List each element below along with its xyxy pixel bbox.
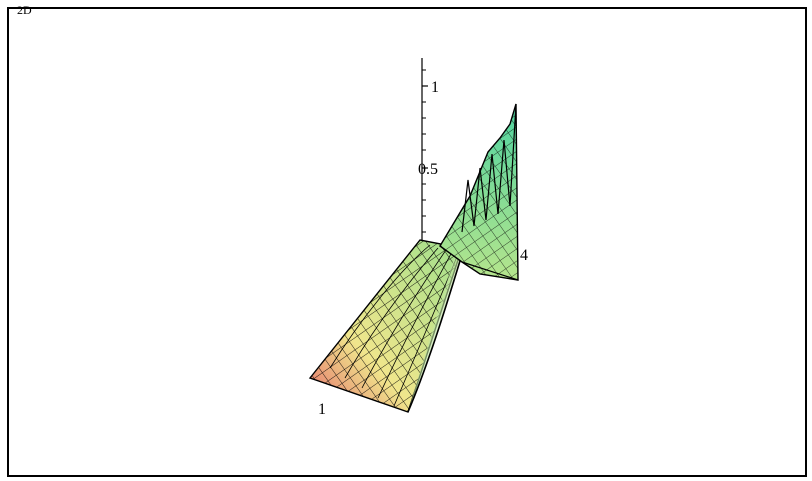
z-tick-label-1: 1 xyxy=(431,79,439,96)
axis-end-label-right: 4 xyxy=(520,247,528,264)
axis-end-label-left: 1 xyxy=(318,401,326,418)
corner-label: 2D xyxy=(17,3,32,17)
surface-left-slab xyxy=(308,239,463,413)
surface-right-peaks xyxy=(439,103,519,281)
z-tick-label-05: 0.5 xyxy=(418,161,438,178)
